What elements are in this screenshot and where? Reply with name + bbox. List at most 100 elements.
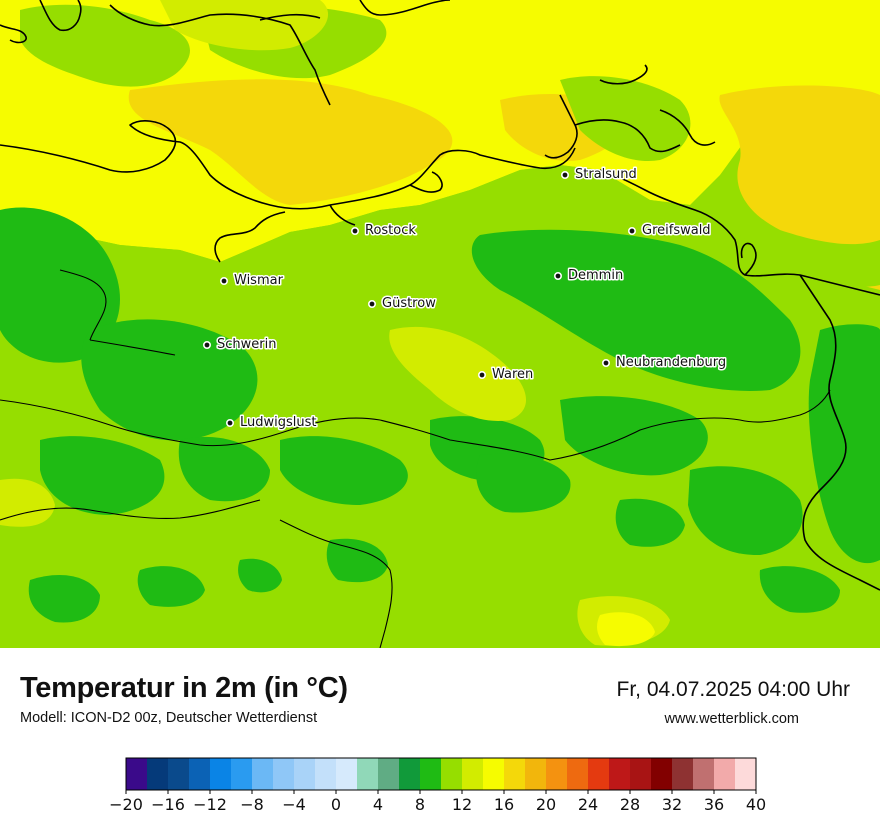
city-label: Neubrandenburg (616, 355, 726, 370)
temperature-map: Stralsund Rostock Greifswald Demmin Wismar Gü… (0, 0, 880, 648)
legend-swatch (567, 758, 589, 790)
legend-tick-label: −4 (282, 795, 306, 814)
legend-tick-label: 20 (536, 795, 556, 814)
city-label: Güstrow (382, 296, 436, 311)
legend-swatch (357, 758, 379, 790)
city-dot (553, 271, 562, 280)
city-stralsund: Stralsund (560, 166, 638, 184)
temp-zone-12-14 (560, 76, 691, 161)
legend-swatch (525, 758, 547, 790)
legend-tick-label: −12 (193, 795, 227, 814)
city-rostock: Rostock (350, 222, 418, 240)
city-dot (367, 299, 376, 308)
city-label: Ludwigslust (240, 415, 317, 430)
city-schwerin: Schwerin (203, 336, 278, 354)
legend-frame (125, 757, 757, 791)
city-label: Demmin (568, 268, 623, 283)
legend-swatch (441, 758, 463, 790)
legend-swatch (189, 758, 211, 790)
temp-zone-10-12 (137, 566, 205, 607)
temp-zone-14-16 (389, 326, 527, 421)
temp-zone-14-16 (160, 0, 329, 51)
legend-swatch (462, 758, 484, 790)
legend-swatch (294, 758, 316, 790)
legend-swatch (231, 758, 253, 790)
legend-ticks: −20 −16 −12 −8 −4 0 4 8 12 16 20 24 28 32 36 40 (109, 790, 766, 814)
city-markers: Stralsund Rostock Greifswald Demmin Wismar Gü… (203, 166, 728, 432)
legend-swatch (399, 758, 421, 790)
coastlines (0, 0, 880, 591)
model-info: Modell: ICON-D2 00z, Deutscher Wetterdie… (20, 710, 318, 726)
legend-swatch (714, 758, 736, 790)
legend-swatch (546, 758, 568, 790)
legend-tick-label: −16 (151, 795, 185, 814)
city-label: Waren (492, 367, 533, 382)
city-güstrow: Güstrow (367, 295, 438, 313)
legend-swatch (315, 758, 337, 790)
city-demmin: Demmin (553, 267, 625, 285)
legend-swatch (210, 758, 232, 790)
temp-zone-10-12 (808, 324, 880, 564)
legend-swatch (168, 758, 190, 790)
legend-swatch (693, 758, 715, 790)
legend-tick-label: 0 (331, 795, 341, 814)
legend-swatch (672, 758, 694, 790)
legend-tick-label: 12 (452, 795, 472, 814)
legend-swatch (126, 758, 148, 790)
city-dot (477, 370, 486, 379)
city-greifswald: Greifswald (627, 222, 712, 240)
legend-tick-label: 36 (704, 795, 724, 814)
legend-swatch (588, 758, 610, 790)
legend-tick-label: 8 (415, 795, 425, 814)
city-waren: Waren (477, 366, 535, 384)
temp-zone-14-16 (0, 478, 55, 527)
temp-zone-10-12 (560, 396, 708, 476)
temp-zone-10-12 (178, 436, 270, 502)
legend-swatch (630, 758, 652, 790)
city-label: Schwerin (217, 337, 276, 352)
map-title: Temperatur in 2m (in °C) (20, 672, 348, 704)
temp-zone-10-12 (476, 453, 571, 513)
city-label: Wismar (234, 273, 284, 288)
legend-tick-label: 32 (662, 795, 682, 814)
legend-tick-label: 16 (494, 795, 514, 814)
legend-swatch (147, 758, 169, 790)
legend-tick-label: −8 (240, 795, 264, 814)
temp-zone-18-20 (719, 85, 880, 245)
temp-zone-10-12 (0, 207, 120, 363)
legend-swatch (609, 758, 631, 790)
temp-zone-10-12 (688, 466, 803, 556)
temp-zone-16-18 (597, 612, 655, 647)
legend-swatch (420, 758, 442, 790)
city-label: Greifswald (642, 223, 711, 238)
state-borders (0, 269, 831, 648)
legend-tick-label: 4 (373, 795, 383, 814)
city-dot (350, 227, 359, 236)
legend-swatches (126, 758, 757, 790)
temp-zone-10-12 (280, 436, 408, 505)
city-dot (220, 276, 229, 285)
temp-zone-10-12 (81, 319, 258, 441)
city-ludwigslust: Ludwigslust (226, 414, 318, 432)
legend-swatch (735, 758, 757, 790)
temp-zone-10-12 (28, 575, 100, 623)
city-dot (203, 340, 212, 349)
legend-swatch (483, 758, 505, 790)
city-wismar: Wismar (220, 272, 285, 290)
city-dot (560, 171, 569, 180)
city-neubrandenburg: Neubrandenburg (601, 354, 728, 372)
city-dot (627, 227, 636, 236)
city-label: Stralsund (575, 167, 637, 182)
temp-zone-10-12 (615, 498, 685, 547)
footer: Temperatur in 2m (in °C) Modell: ICON-D2… (0, 648, 880, 830)
city-dot (226, 418, 235, 427)
temp-zone-10-12 (471, 229, 801, 391)
legend-tick-label: −20 (109, 795, 143, 814)
legend-swatch (651, 758, 673, 790)
temp-zone-10-12 (759, 566, 840, 613)
valid-time: Fr, 04.07.2025 04:00 Uhr (616, 678, 851, 701)
temp-zone-18-20 (128, 79, 453, 205)
website-link[interactable]: www.wetterblick.com (664, 711, 799, 727)
legend-swatch (252, 758, 274, 790)
city-label: Rostock (365, 223, 416, 238)
